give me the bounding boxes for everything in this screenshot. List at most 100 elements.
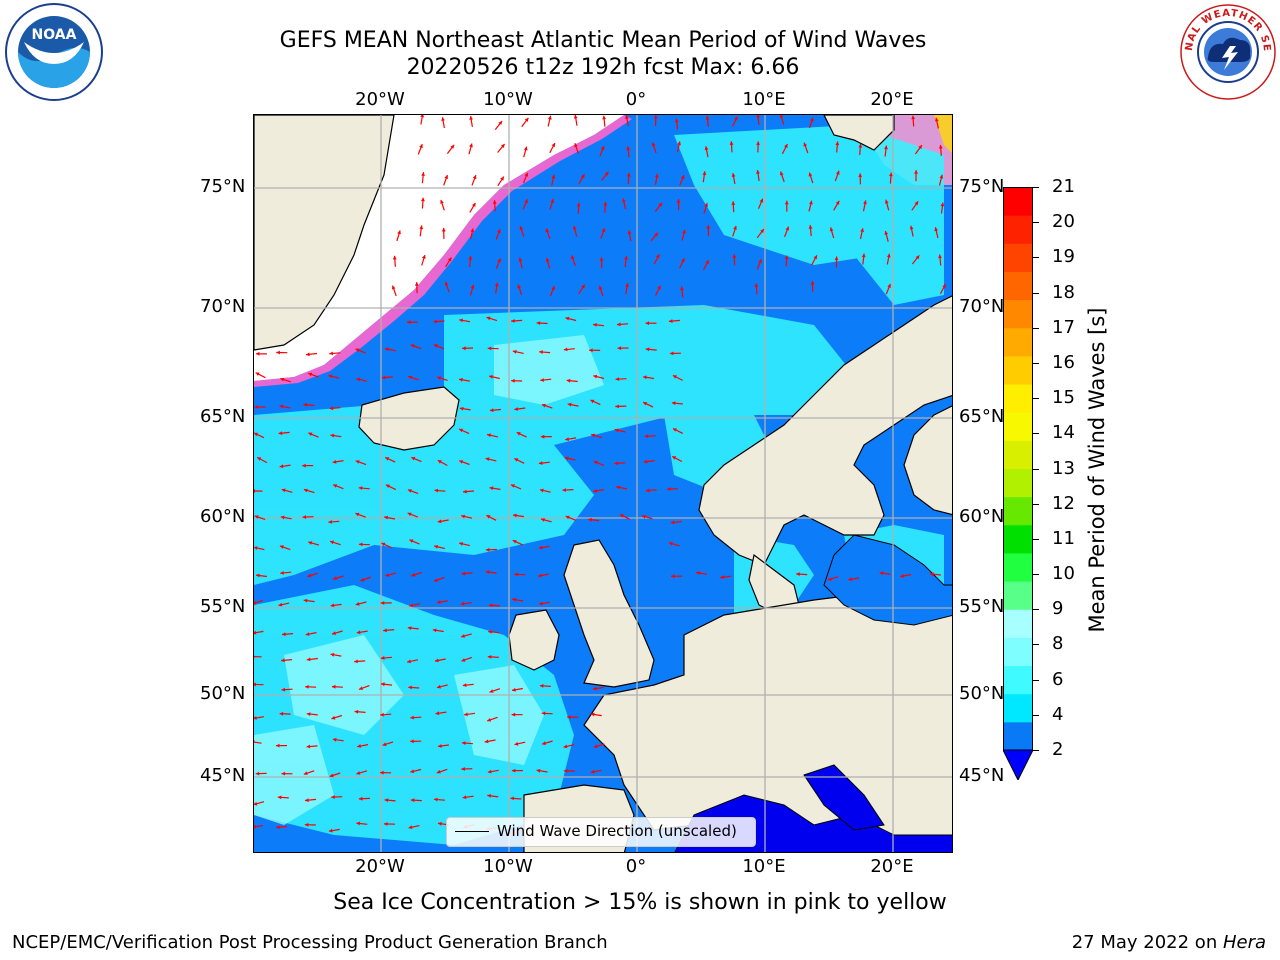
wave-direction-arrowhead bbox=[487, 794, 491, 798]
wave-direction-arrowhead bbox=[672, 375, 677, 379]
wave-direction-arrowhead bbox=[434, 578, 438, 582]
wave-direction-arrowhead bbox=[332, 460, 337, 464]
wave-direction-arrowhead bbox=[303, 488, 308, 493]
wave-direction-arrowhead bbox=[884, 199, 889, 204]
wave-direction-arrowhead bbox=[333, 576, 337, 580]
colorbar-tick-mark bbox=[1033, 327, 1039, 329]
wave-direction-arrowhead bbox=[360, 577, 365, 582]
wave-direction-arrowhead bbox=[254, 405, 259, 409]
wave-direction-arrowhead bbox=[380, 601, 385, 605]
wave-direction-arrowhead bbox=[332, 737, 337, 742]
wave-direction-arrowhead bbox=[281, 658, 285, 663]
wave-direction-arrowhead bbox=[470, 228, 475, 233]
colorbar bbox=[1003, 187, 1033, 780]
wave-direction-arrowhead bbox=[419, 144, 423, 149]
wave-direction-arrowhead bbox=[680, 286, 684, 291]
wave-direction-arrowhead bbox=[803, 142, 808, 147]
colorbar-tick-mark bbox=[1033, 609, 1039, 611]
wave-direction-arrowhead bbox=[590, 712, 595, 717]
wave-direction-arrowhead bbox=[459, 318, 463, 323]
wave-direction-arrowhead bbox=[622, 198, 626, 203]
colorbar-segment bbox=[1003, 384, 1033, 413]
wave-direction-arrowhead bbox=[408, 375, 413, 380]
colorbar-segment bbox=[1003, 496, 1033, 526]
colorbar-tick-label: 11 bbox=[1052, 527, 1075, 549]
wave-direction-arrowhead bbox=[459, 377, 463, 382]
wave-direction-arrowhead bbox=[303, 771, 308, 775]
wave-direction-arrowhead bbox=[461, 767, 465, 771]
wave-direction-arrowhead bbox=[462, 795, 467, 800]
wave-direction-arrowhead bbox=[702, 171, 707, 176]
wave-direction-arrowhead bbox=[485, 570, 490, 574]
wave-direction-arrowhead bbox=[625, 115, 629, 119]
wave-direction-arrowhead bbox=[538, 545, 543, 550]
wave-direction-arrowhead bbox=[434, 545, 438, 549]
wave-direction-arrowhead bbox=[671, 401, 676, 406]
wave-direction-arrowhead bbox=[858, 143, 863, 148]
wave-direction-arrowhead bbox=[461, 571, 466, 576]
wave-direction-arrowhead bbox=[510, 484, 515, 488]
wave-direction-arrowhead bbox=[419, 225, 424, 230]
colorbar-tick-mark bbox=[1033, 538, 1039, 540]
map-panel bbox=[253, 114, 953, 853]
wave-direction-arrowhead bbox=[406, 320, 411, 325]
wave-direction-arrowhead bbox=[653, 115, 658, 119]
wave-direction-arrowhead bbox=[911, 115, 916, 120]
wave-direction-arrowhead bbox=[254, 716, 257, 720]
wave-direction-arrowhead bbox=[887, 283, 891, 288]
wave-direction-arrowhead bbox=[441, 227, 446, 232]
wave-direction-arrowhead bbox=[308, 541, 313, 545]
wave-direction-arrowhead bbox=[469, 116, 473, 120]
wave-direction-arrowhead bbox=[617, 322, 621, 327]
wave-direction-arrowhead bbox=[539, 601, 543, 606]
wave-direction-arrowhead bbox=[593, 744, 598, 748]
wave-direction-arrowhead bbox=[671, 574, 675, 579]
wave-direction-arrowhead bbox=[358, 486, 363, 490]
wave-direction-arrowhead bbox=[672, 428, 677, 432]
adriatic-sea bbox=[803, 764, 885, 831]
wave-direction-arrowhead bbox=[333, 484, 338, 488]
wave-direction-arrowhead bbox=[384, 515, 388, 520]
wave-direction-arrowhead bbox=[487, 433, 491, 438]
wave-direction-arrowhead bbox=[354, 709, 359, 714]
wave-direction-arrowhead bbox=[497, 229, 501, 234]
wave-direction-arrowhead bbox=[760, 229, 764, 233]
wave-direction-arrowhead bbox=[756, 141, 760, 145]
wave-direction-arrowhead bbox=[433, 344, 438, 348]
wave-direction-arrowhead bbox=[658, 202, 663, 207]
latitude-label: 65°N bbox=[200, 406, 246, 427]
wave-period-map bbox=[254, 115, 952, 852]
footer-host: Hera bbox=[1222, 932, 1266, 953]
wave-direction-arrowhead bbox=[704, 146, 709, 151]
wave-direction-arrowhead bbox=[497, 258, 501, 263]
wave-direction-arrowhead bbox=[355, 602, 360, 606]
colorbar-tick-mark bbox=[1033, 433, 1039, 435]
colorbar-segment bbox=[1003, 693, 1033, 723]
wave-direction-arrowhead bbox=[488, 630, 492, 634]
longitude-label: 10°W bbox=[483, 89, 533, 110]
wave-direction-arrowhead bbox=[303, 402, 308, 407]
wave-direction-arrowhead bbox=[914, 201, 919, 206]
wave-direction-arrowhead bbox=[409, 539, 414, 543]
wave-direction-arrowhead bbox=[489, 486, 494, 491]
wave-direction-arrowhead bbox=[436, 769, 441, 774]
wave-direction-arrowhead bbox=[588, 517, 592, 522]
wave-direction-arrowhead bbox=[626, 172, 631, 177]
wave-direction-arrowhead bbox=[734, 116, 738, 121]
colorbar-tick-label: 13 bbox=[1052, 457, 1075, 479]
colorbar-segment bbox=[1003, 609, 1033, 638]
wave-direction-arrowhead bbox=[277, 795, 282, 800]
wave-direction-arrowhead bbox=[255, 771, 260, 776]
baltic-sea bbox=[823, 534, 952, 626]
wave-direction-arrowhead bbox=[827, 577, 832, 581]
wave-direction-arrowhead bbox=[614, 461, 619, 466]
wave-direction-arrowhead bbox=[542, 741, 546, 745]
wave-direction-arrowhead bbox=[489, 375, 493, 379]
wave-direction-arrowhead bbox=[359, 686, 363, 690]
latitude-label: 75°N bbox=[959, 176, 1005, 197]
wave-direction-arrowhead bbox=[487, 346, 492, 351]
wave-direction-arrowhead bbox=[539, 684, 544, 688]
wave-direction-arrowhead bbox=[668, 319, 673, 323]
wave-direction-arrowhead bbox=[254, 515, 259, 519]
wave-direction-arrowhead bbox=[813, 255, 817, 260]
